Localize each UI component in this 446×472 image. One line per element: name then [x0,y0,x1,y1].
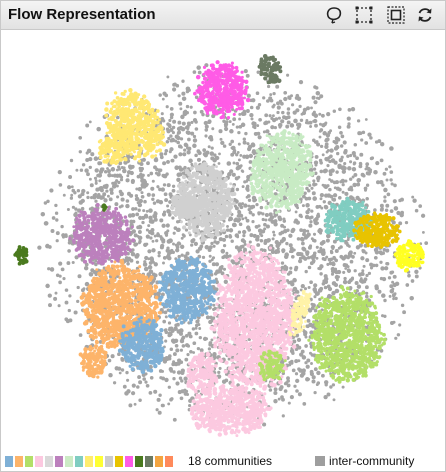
purple-community[interactable] [68,202,136,266]
legend-swatch[interactable] [75,456,83,467]
legend-swatch[interactable] [35,456,43,467]
legend-swatch[interactable] [115,456,123,467]
legend-swatch[interactable] [25,456,33,467]
legend-swatch[interactable] [105,456,113,467]
legend-swatch[interactable] [45,456,53,467]
panel-title: Flow Representation [8,6,156,23]
legend: 18 communities inter-community [1,451,445,471]
panel-header: Flow Representation [1,1,445,30]
mint-community[interactable] [249,129,315,215]
cream-community[interactable] [287,289,312,337]
legend-swatch[interactable] [135,456,143,467]
legend-swatch[interactable] [85,456,93,467]
rectangle-select-icon[interactable] [354,5,374,25]
inter-community-label: inter-community [329,454,415,468]
lasso-tool-icon[interactable] [324,5,344,25]
legend-swatch[interactable] [55,456,63,467]
legend-swatch[interactable] [165,456,173,467]
zoom-box-icon[interactable] [386,5,406,25]
yellow-community[interactable] [97,87,167,166]
darkgray-community[interactable] [257,54,283,85]
legend-swatch[interactable] [95,456,103,467]
blue-community[interactable] [117,255,218,375]
legend-swatch[interactable] [125,456,133,467]
magenta-community[interactable] [193,60,251,120]
legend-swatch[interactable] [155,456,163,467]
brightyellow-community[interactable] [393,239,425,273]
lime-community[interactable] [257,285,387,384]
legend-swatch[interactable] [15,456,23,467]
refresh-icon[interactable] [415,5,435,25]
gold-community[interactable] [352,211,402,249]
legend-swatch[interactable] [5,456,13,467]
legend-swatch[interactable] [65,456,73,467]
communities-count-label: 18 communities [188,454,273,468]
community-scatter-plot[interactable] [2,30,444,450]
lightgray-community[interactable] [170,161,237,243]
inter-community-swatch[interactable] [315,456,325,466]
legend-swatch[interactable] [145,456,153,467]
darkgreen-community[interactable] [13,203,108,266]
